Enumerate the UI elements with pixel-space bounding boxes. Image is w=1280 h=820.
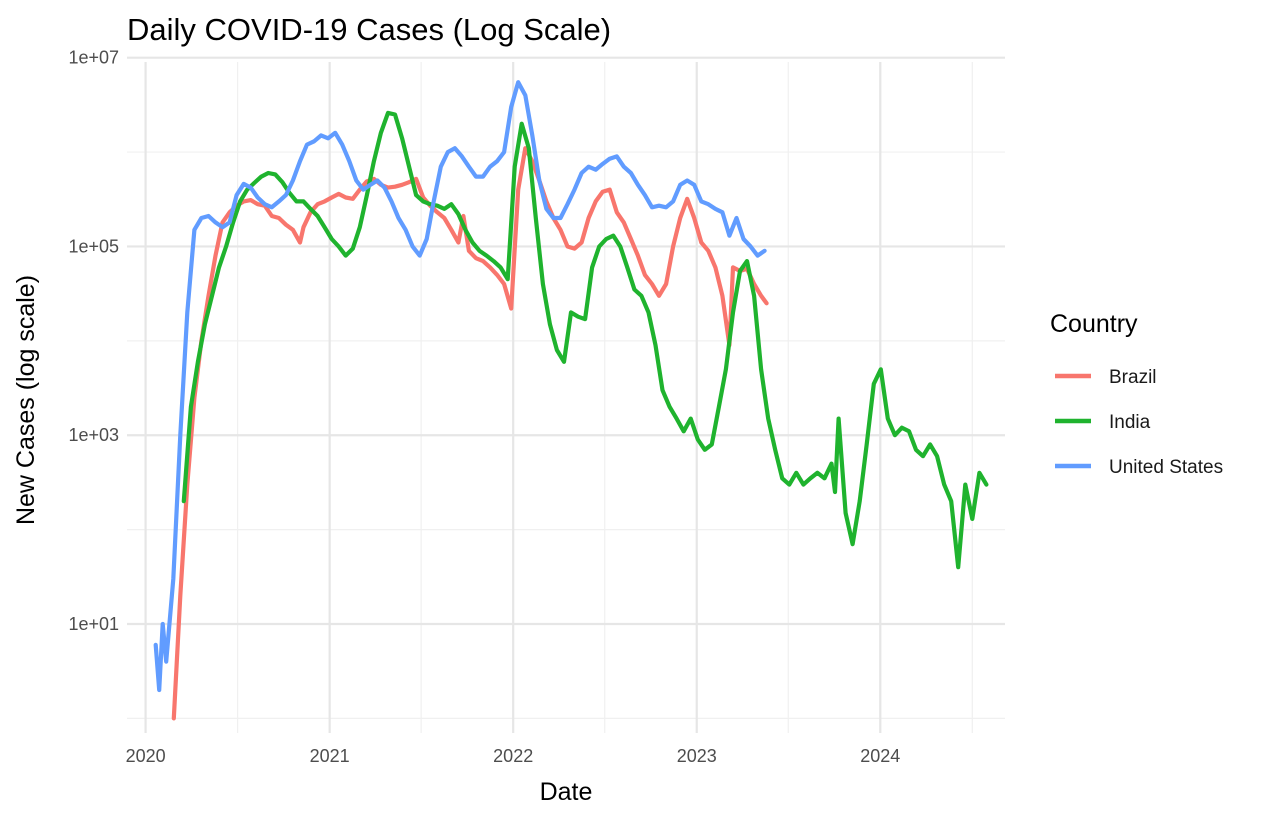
x-axis-title: Date [540,778,593,806]
legend: Country Brazil India United States [1050,310,1223,478]
x-tick-label: 2020 [126,746,166,766]
y-tick-label: 1e+03 [68,425,119,445]
series-line-brazil [171,146,769,721]
x-axis-ticks: 2020 2021 2022 2023 2024 [126,746,901,766]
legend-label-india: India [1109,412,1151,433]
x-tick-label: 2021 [310,746,350,766]
legend-label-united-states: United States [1109,457,1223,478]
y-tick-label: 1e+01 [68,614,119,634]
y-tick-label: 1e+07 [68,48,119,68]
series-line-india [181,110,989,570]
y-axis-ticks: 1e+01 1e+03 1e+05 1e+07 [68,48,119,634]
series-line-united-states [153,80,767,693]
x-tick-label: 2023 [677,746,717,766]
x-tick-label: 2024 [860,746,900,766]
plot-grid [127,56,1005,733]
y-axis-title: New Cases (log scale) [12,275,40,525]
y-tick-label: 1e+05 [68,236,119,256]
series-layer [153,80,989,721]
legend-title: Country [1050,310,1138,338]
legend-label-brazil: Brazil [1109,367,1157,388]
x-tick-label: 2022 [493,746,533,766]
chart-title: Daily COVID-19 Cases (Log Scale) [127,12,611,47]
